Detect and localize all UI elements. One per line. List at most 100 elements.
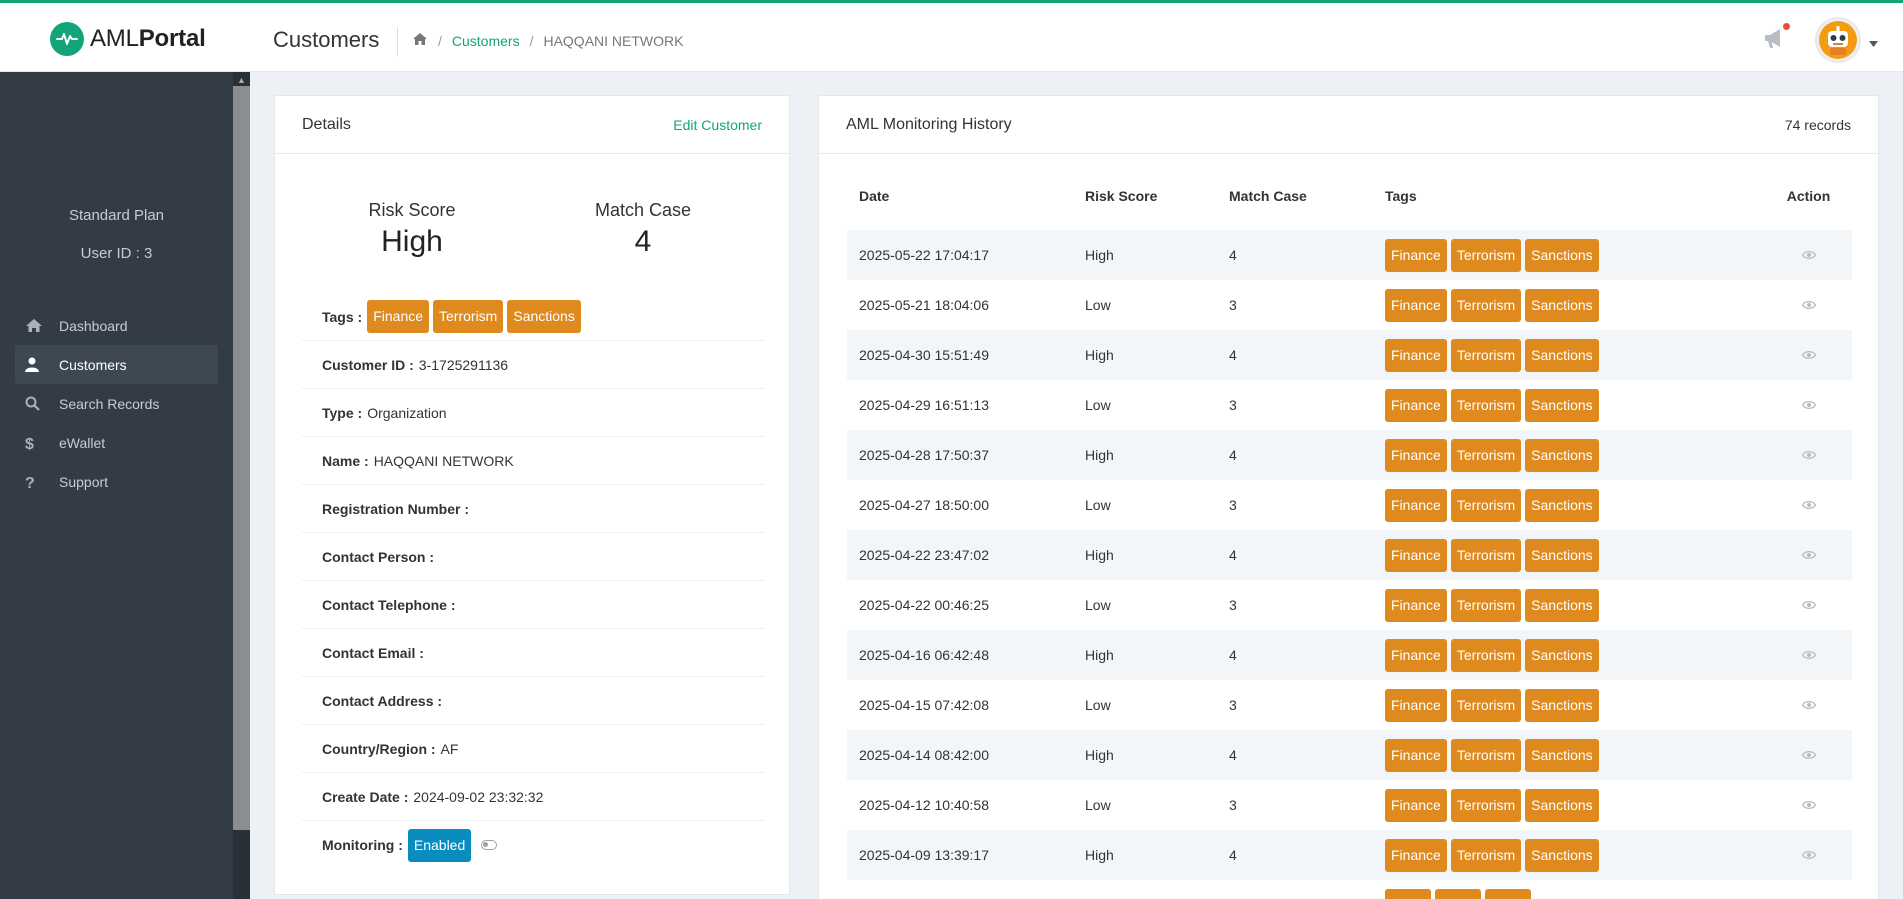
detail-row-name: Name : HAQQANI NETWORK <box>302 437 765 485</box>
eye-icon[interactable] <box>1801 347 1816 363</box>
scroll-up-arrow-icon[interactable]: ▲ <box>237 75 246 85</box>
svg-text:?: ? <box>25 475 35 490</box>
detail-value: 2024-09-02 23:32:32 <box>413 788 544 805</box>
tag-badge: Sanctions <box>1525 438 1599 472</box>
eye-icon[interactable] <box>1801 747 1816 763</box>
cell-tags: Finance Terrorism Sanctions <box>1385 238 1765 272</box>
detail-value: AF <box>440 740 459 757</box>
tag-badge: Terrorism <box>1450 688 1522 722</box>
sidebar-item-customers[interactable]: Customers <box>15 345 218 384</box>
cell-risk-score: High <box>1085 447 1114 463</box>
cell-match-case: 4 <box>1229 347 1237 363</box>
cell-tags: Finance Terrorism Sanctions <box>1385 388 1765 422</box>
cell-risk-score: High <box>1085 247 1114 263</box>
tag-badge: Sanctions <box>507 300 581 333</box>
tag-badge: Sanctions <box>1525 788 1599 822</box>
cell-tags: Finance Terrorism Sanctions <box>1385 338 1765 372</box>
cell-action <box>1765 647 1852 663</box>
risk-score-label: Risk Score <box>368 200 456 220</box>
eye-icon[interactable] <box>1801 597 1816 613</box>
scrollbar-thumb[interactable] <box>233 86 250 830</box>
column-header-risk-score[interactable]: Risk Score <box>1085 188 1158 204</box>
table-row: 2025-04-27 18:50:00 Low 3 Finance Terrorism S… <box>847 480 1852 530</box>
sidebar-scrollbar[interactable]: ▲ <box>233 72 250 899</box>
detail-row-registration-number: Registration Number : <box>302 485 765 533</box>
cell-action <box>1765 397 1852 413</box>
monitoring-status-badge: Enabled <box>407 828 472 862</box>
eye-icon[interactable] <box>1801 397 1816 413</box>
cell-action <box>1765 547 1852 563</box>
detail-label: Registration Number : <box>322 500 470 517</box>
detail-value: Organization <box>367 404 447 421</box>
risk-score-block: Risk Score High <box>332 200 492 259</box>
tag-badge: Sanctions <box>1525 388 1599 422</box>
detail-label: Contact Telephone : <box>322 596 456 613</box>
cell-date: 2025-04-30 15:51:49 <box>859 347 989 363</box>
breadcrumb-customers-link[interactable]: Customers <box>451 32 520 49</box>
sidebar-item-dashboard[interactable]: Dashboard <box>15 306 218 345</box>
tag-badge: Terrorism <box>1450 438 1522 472</box>
user-id-label: User ID : 3 <box>80 245 153 262</box>
cell-date: 2025-04-27 18:50:00 <box>859 497 989 513</box>
home-icon[interactable] <box>412 32 428 49</box>
search-icon <box>25 396 59 411</box>
eye-icon[interactable] <box>1801 447 1816 463</box>
cell-match-case: 3 <box>1229 697 1237 713</box>
eye-icon[interactable] <box>1801 847 1816 863</box>
cell-match-case: 3 <box>1229 397 1237 413</box>
customer-detail-list: Tags : Finance Terrorism Sanctions Custo… <box>302 293 765 869</box>
eye-icon[interactable] <box>1801 647 1816 663</box>
cell-date: 2025-04-16 06:42:48 <box>859 647 989 663</box>
megaphone-icon[interactable] <box>1762 23 1790 54</box>
tag-badge: Finance <box>1385 438 1447 472</box>
eye-icon[interactable] <box>1801 247 1816 263</box>
records-count: 74 records <box>1784 116 1851 133</box>
monitoring-toggle[interactable] <box>481 840 498 850</box>
notification-dot <box>1783 23 1790 30</box>
cell-risk-score: Low <box>1085 697 1111 713</box>
app-logo[interactable]: AMLPortal <box>50 22 206 56</box>
tag-badge: Sanctions <box>1525 238 1599 272</box>
detail-label: Contact Email : <box>322 644 424 661</box>
cell-risk-score: Low <box>1085 597 1111 613</box>
eye-icon[interactable] <box>1801 297 1816 313</box>
tag-badge: Terrorism <box>1450 788 1522 822</box>
column-header-match-case[interactable]: Match Case <box>1229 188 1307 204</box>
cell-match-case: 3 <box>1229 597 1237 613</box>
tag-badge: Sanctions <box>1525 738 1599 772</box>
cell-match-case: 3 <box>1229 497 1237 513</box>
tag-badge: Terrorism <box>1450 538 1522 572</box>
sidebar-nav: Dashboard Customers Search Records $ eWa… <box>15 306 218 501</box>
detail-value: 3-1725291136 <box>418 356 509 373</box>
sidebar-item-ewallet[interactable]: $ eWallet <box>15 423 218 462</box>
cell-tags: Finance Terrorism Sanctions <box>1385 488 1765 522</box>
tag-badge: Terrorism <box>1450 588 1522 622</box>
cell-action <box>1765 697 1852 713</box>
column-header-date[interactable]: Date <box>859 188 890 204</box>
eye-icon[interactable] <box>1801 497 1816 513</box>
cell-risk-score: Low <box>1085 297 1111 313</box>
detail-label: Country/Region : <box>322 740 436 757</box>
details-title: Details <box>302 115 351 133</box>
tag-badge: Finance <box>1385 838 1447 872</box>
table-row: 2025-05-22 17:04:17 High 4 Finance Terrorism… <box>847 230 1852 280</box>
breadcrumb: / Customers / HAQQANI NETWORK <box>412 32 683 49</box>
sidebar-item-search-records[interactable]: Search Records <box>15 384 218 423</box>
cell-tags: Finance Terrorism Sanctions <box>1385 788 1765 822</box>
tag-badge: Finance <box>1385 788 1447 822</box>
eye-icon[interactable] <box>1801 797 1816 813</box>
table-row: 2025-04-28 17:50:37 High 4 Finance Terrorism… <box>847 430 1852 480</box>
breadcrumb-separator: / <box>529 32 534 49</box>
eye-icon[interactable] <box>1801 697 1816 713</box>
table-row <box>847 880 1852 899</box>
edit-customer-link[interactable]: Edit Customer <box>673 116 762 133</box>
chevron-down-icon[interactable] <box>1869 34 1878 50</box>
detail-label: Contact Address : <box>322 692 443 709</box>
avatar[interactable] <box>1815 17 1861 63</box>
breadcrumb-separator: / <box>438 32 442 49</box>
sidebar-item-support[interactable]: ? Support <box>15 462 218 501</box>
cell-risk-score: High <box>1085 847 1114 863</box>
cell-date: 2025-04-15 07:42:08 <box>859 697 989 713</box>
cell-action <box>1765 347 1852 363</box>
eye-icon[interactable] <box>1801 547 1816 563</box>
